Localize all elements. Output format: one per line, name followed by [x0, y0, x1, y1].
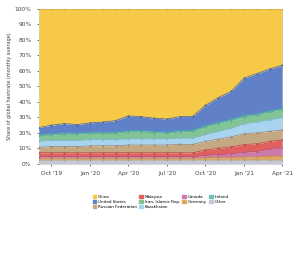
Legend: China, United States, Russian Federation, Malaysia, Iran, Islamic Rep., Kazakhst: China, United States, Russian Federation… — [92, 194, 229, 210]
Y-axis label: Share of global hashrate (monthly average): Share of global hashrate (monthly averag… — [7, 33, 12, 140]
